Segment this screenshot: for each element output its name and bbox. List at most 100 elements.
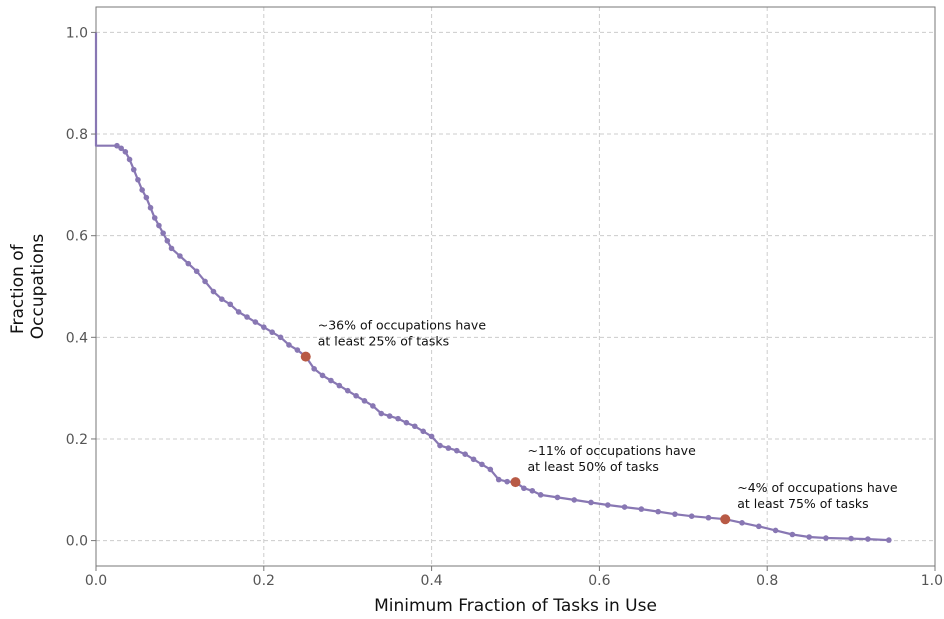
series-point-0-33 — [319, 372, 326, 379]
series-point-0-49 — [453, 447, 460, 454]
series-point-0-63 — [604, 502, 611, 508]
annotation-2-line-0: ~4% of occupations have — [737, 480, 898, 495]
x-tick-label-2: 0.4 — [420, 573, 442, 589]
series-point-0-65 — [638, 506, 645, 512]
series-point-0-46 — [428, 433, 435, 440]
series-point-0-60 — [554, 494, 561, 501]
series-point-0-20 — [210, 288, 217, 295]
series-point-0-53 — [487, 466, 494, 473]
x-tick-label-4: 0.8 — [756, 573, 778, 589]
series-point-0-50 — [462, 451, 468, 458]
annotation-0-line-0: ~36% of occupations have — [318, 318, 487, 333]
series-point-0-19 — [202, 278, 208, 285]
series-point-0-28 — [277, 334, 284, 341]
series-point-0-35 — [336, 382, 343, 389]
y-tick-label-4: 0.8 — [66, 127, 88, 143]
series-point-0-24 — [244, 314, 250, 320]
series-point-0-29 — [286, 342, 292, 348]
series-point-0-43 — [403, 419, 410, 426]
series-point-0-23 — [235, 309, 242, 315]
x-tick-label-0: 0.0 — [85, 573, 107, 589]
series-point-0-7 — [135, 176, 141, 183]
annotation-0-line-1: at least 25% of tasks — [318, 334, 449, 349]
series-point-0-76 — [823, 535, 829, 541]
series-point-0-9 — [143, 194, 150, 201]
annotation-0: ~36% of occupations have at least 25% of … — [318, 318, 487, 349]
series-point-0-32 — [311, 366, 317, 372]
highlight-point-2 — [720, 514, 731, 525]
highlight-layer: ~36% of occupations have at least 25% of … — [300, 318, 898, 525]
series-point-0-8 — [139, 187, 145, 193]
series-point-0-68 — [688, 513, 695, 519]
x-tick-label-1: 0.2 — [253, 573, 275, 589]
series-point-0-15 — [168, 245, 175, 252]
highlight-point-1 — [510, 477, 521, 488]
y-tick-label-0: 0.0 — [66, 534, 88, 550]
series-point-0-17 — [185, 260, 192, 267]
y-tick-label-2: 0.4 — [66, 330, 88, 346]
y-axis-label: Fraction of Occupations — [8, 234, 48, 340]
series-point-0-36 — [344, 387, 351, 394]
y-tick-label-1: 0.2 — [66, 432, 88, 448]
series-point-0-51 — [470, 456, 477, 463]
series-point-0-72 — [756, 523, 762, 530]
series-point-0-47 — [437, 442, 443, 449]
series-point-0-74 — [789, 531, 796, 538]
series-point-0-45 — [420, 428, 427, 435]
series-point-0-34 — [328, 377, 334, 384]
series-point-0-25 — [252, 319, 259, 325]
series-point-0-52 — [479, 461, 485, 468]
series-point-0-44 — [412, 423, 418, 430]
series-point-0-6 — [130, 166, 137, 173]
series-layer — [94, 32, 892, 543]
series-point-0-4 — [122, 149, 129, 155]
series-point-0-10 — [147, 204, 154, 211]
series-point-0-57 — [521, 485, 527, 492]
series-point-0-55 — [504, 478, 510, 485]
series-point-0-73 — [772, 527, 779, 534]
series-point-0-71 — [739, 520, 745, 526]
series-point-0-12 — [156, 222, 162, 229]
series-point-0-66 — [655, 508, 661, 515]
x-tick-label-5: 1.0 — [921, 573, 943, 589]
y-axis-label-line-1: Fraction of — [8, 243, 28, 334]
series-point-0-40 — [378, 410, 385, 417]
y-axis-label-line-2: Occupations — [28, 234, 48, 340]
annotation-1-line-0: ~11% of occupations have — [528, 443, 697, 458]
series-point-0-38 — [361, 398, 368, 404]
series-point-0-26 — [261, 324, 267, 330]
series-point-0-30 — [294, 347, 301, 353]
plot-frame — [95, 6, 936, 567]
series-point-0-27 — [269, 329, 275, 336]
series-point-0-78 — [865, 536, 871, 542]
series-point-0-79 — [886, 537, 892, 543]
series-point-0-54 — [495, 476, 502, 483]
series-point-0-5 — [126, 156, 133, 163]
series-point-0-13 — [160, 230, 166, 236]
series-point-0-21 — [219, 296, 225, 303]
y-tick-label-3: 0.6 — [66, 229, 88, 245]
series-point-0-62 — [588, 499, 594, 506]
annotation-2: ~4% of occupations have at least 75% of t… — [737, 480, 898, 511]
annotation-1: ~11% of occupations have at least 50% of … — [528, 443, 697, 474]
series-point-0-2 — [114, 142, 120, 149]
x-axis-label: Minimum Fraction of Tasks in Use — [374, 596, 657, 616]
series-point-0-42 — [395, 415, 401, 422]
series-point-0-41 — [386, 413, 393, 419]
series-point-0-58 — [529, 487, 536, 494]
series-point-0-16 — [177, 253, 183, 259]
series-point-0-59 — [537, 492, 544, 498]
series-point-0-64 — [621, 504, 628, 510]
series-point-0-39 — [370, 403, 376, 409]
series-point-0-14 — [164, 237, 171, 244]
series-point-0-37 — [353, 392, 359, 399]
series-point-0-48 — [445, 445, 452, 451]
series-point-0-3 — [118, 145, 124, 152]
series-point-0-77 — [848, 535, 854, 542]
annotation-2-line-1: at least 75% of tasks — [737, 496, 868, 511]
series-point-0-18 — [193, 268, 200, 275]
series-point-0-69 — [705, 514, 712, 521]
y-tick-label-5: 1.0 — [66, 25, 88, 41]
